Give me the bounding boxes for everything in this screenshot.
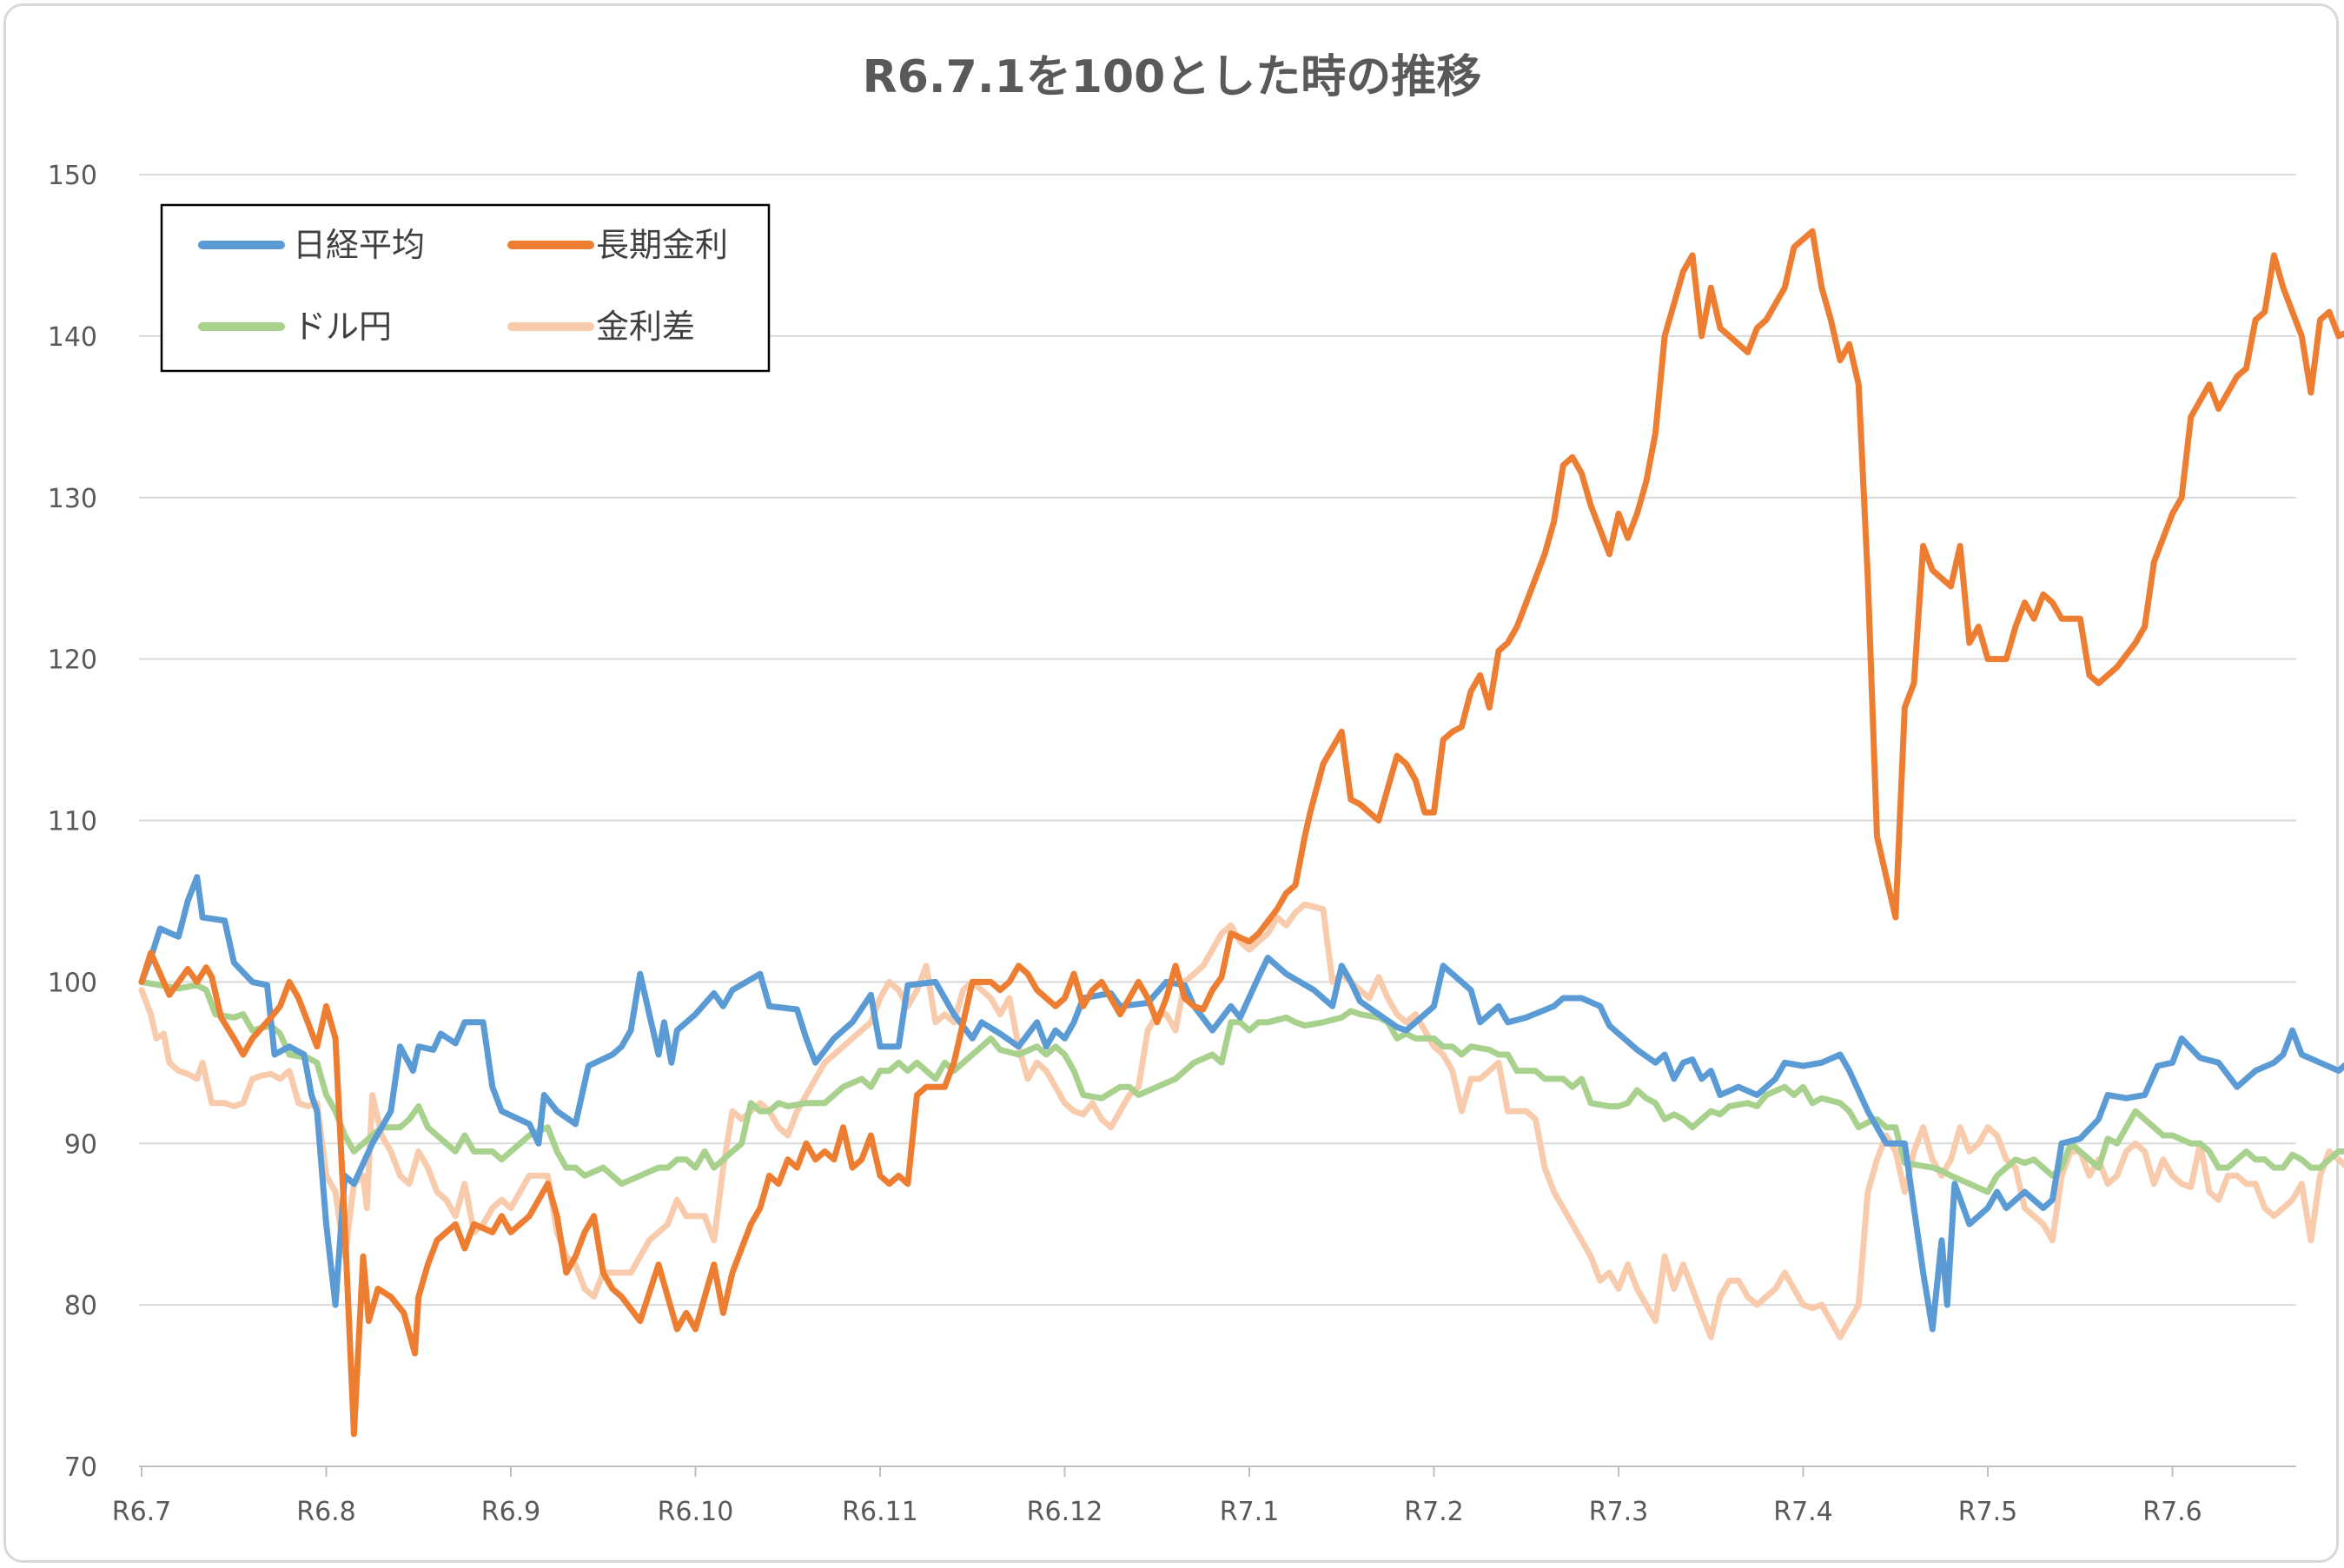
x-tick-label: R7.2 bbox=[1404, 1497, 1464, 1527]
x-tick-label: R6.8 bbox=[296, 1497, 356, 1527]
x-tick-label: R6.10 bbox=[658, 1497, 734, 1527]
chart-title: R6.7.1を100とした時の推移 bbox=[863, 51, 1482, 103]
series-lines bbox=[138, 228, 2344, 1438]
legend-label-rate-spread: 金利差 bbox=[596, 308, 695, 346]
series-line-long-rate bbox=[138, 228, 2344, 1438]
x-tick-label: R7.6 bbox=[2142, 1497, 2202, 1527]
x-tick-label: R7.5 bbox=[1958, 1497, 2018, 1527]
legend-label-nikkei: 日経平均 bbox=[293, 226, 425, 264]
x-tick-label: R7.1 bbox=[1220, 1497, 1280, 1527]
x-tick-label: R7.4 bbox=[1773, 1497, 1833, 1527]
legend-label-long-rate: 長期金利 bbox=[596, 226, 728, 264]
x-tick-label: R6.7 bbox=[112, 1497, 172, 1527]
y-tick-label: 120 bbox=[48, 645, 97, 676]
axes: 70 80 90 100 110 120 130 140 150 R6.7 R6.8 R6.9 R6.1… bbox=[48, 161, 2296, 1527]
x-tick-label: R6.9 bbox=[481, 1497, 541, 1527]
x-tick-label: R6.12 bbox=[1027, 1497, 1103, 1527]
legend-box bbox=[160, 203, 771, 373]
y-tick-label: 90 bbox=[64, 1129, 97, 1160]
y-tick-label: 100 bbox=[48, 968, 97, 998]
y-tick-label: 80 bbox=[64, 1291, 97, 1321]
legend: 日経平均 長期金利 ドル円 金利差 bbox=[160, 203, 771, 373]
y-tick-label: 110 bbox=[48, 807, 97, 837]
y-tick-label: 140 bbox=[48, 322, 97, 353]
series-line-nikkei bbox=[138, 874, 2344, 1333]
y-tick-label: 150 bbox=[48, 161, 97, 191]
legend-label-usdjpy: ドル円 bbox=[293, 308, 392, 346]
y-tick-label: 70 bbox=[64, 1452, 97, 1483]
x-tick-label: R7.3 bbox=[1589, 1497, 1649, 1527]
series-line-rate-spread bbox=[138, 901, 2344, 1340]
x-tick-label: R6.11 bbox=[842, 1497, 918, 1527]
y-tick-label: 130 bbox=[48, 484, 97, 514]
